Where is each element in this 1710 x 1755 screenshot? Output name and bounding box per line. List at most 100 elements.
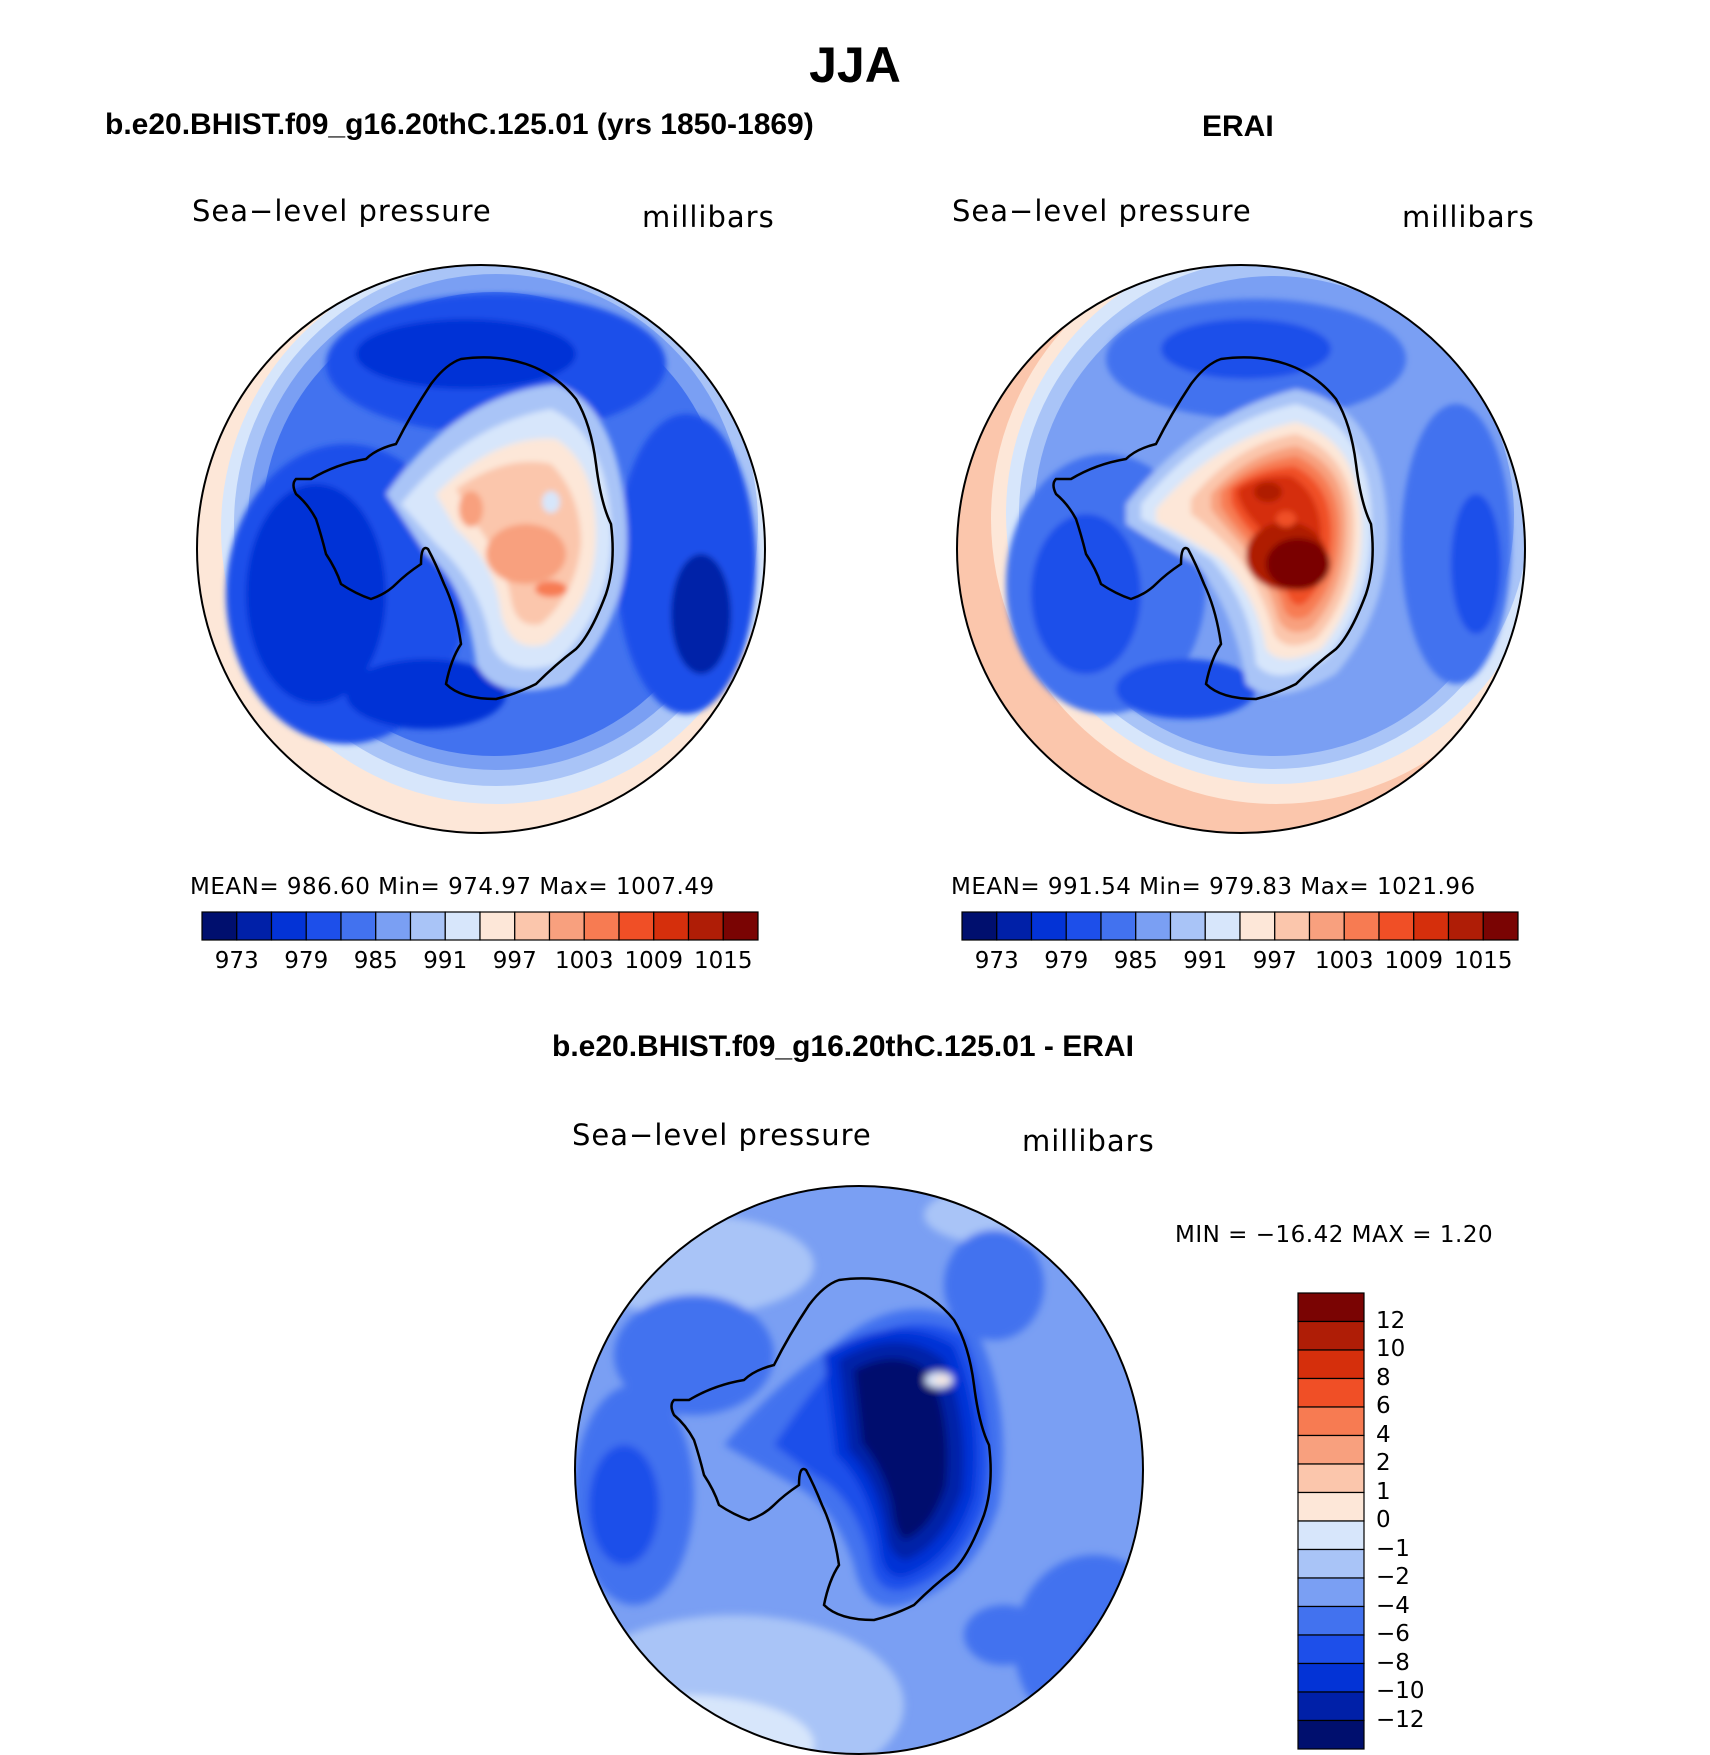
colorbar-swatch xyxy=(479,911,516,941)
colorbar-swatch xyxy=(653,911,690,941)
panel-2-antarctica-coastline xyxy=(1052,356,1374,701)
panel-3-contour-fill xyxy=(575,1186,1143,1754)
colorbar-swatch xyxy=(409,911,446,941)
colorbar-tick-label: 1015 xyxy=(1453,948,1513,974)
colorbar-swatch xyxy=(996,911,1033,941)
colorbar-swatch xyxy=(1239,911,1276,941)
colorbar-tick-label: 1003 xyxy=(1314,948,1374,974)
panel-2-stats: MEAN= 991.54 Min= 979.83 Max= 1021.96 xyxy=(951,874,1476,900)
panel-1-contour-fill xyxy=(197,265,765,833)
colorbar-swatch xyxy=(961,911,998,941)
colorbar-swatch xyxy=(1297,1691,1365,1722)
colorbar-swatch xyxy=(1204,911,1241,941)
colorbar-swatch xyxy=(1135,911,1172,941)
colorbar-tick-label: 985 xyxy=(353,948,398,974)
colorbar-swatch xyxy=(618,911,655,941)
colorbar-swatch xyxy=(1030,911,1067,941)
colorbar-swatch xyxy=(1274,911,1311,941)
colorbar-tick-label: −10 xyxy=(1376,1678,1425,1704)
colorbar-swatch xyxy=(1297,1605,1365,1636)
colorbar-tick-label: −6 xyxy=(1376,1621,1410,1647)
colorbar-swatch xyxy=(1297,1491,1365,1522)
colorbar-tick-label: 991 xyxy=(423,948,468,974)
colorbar-swatch xyxy=(1297,1349,1365,1380)
colorbar-swatch xyxy=(1297,1548,1365,1579)
colorbar-swatch xyxy=(1297,1434,1365,1465)
colorbar-swatch xyxy=(1297,1320,1365,1351)
panel-1-colorbar xyxy=(201,911,759,941)
colorbar-swatch xyxy=(201,911,238,941)
colorbar-tick-label: 979 xyxy=(284,948,329,974)
colorbar-tick-label: 991 xyxy=(1183,948,1228,974)
panel-3-antarctica-coastline xyxy=(670,1277,992,1622)
panel-2-units-label: millibars xyxy=(1402,200,1535,234)
colorbar-swatch xyxy=(340,911,377,941)
panel-3-colorbar xyxy=(1297,1292,1365,1750)
panel-3-polar-map xyxy=(574,1185,1144,1755)
colorbar-tick-label: 997 xyxy=(492,948,537,974)
panel-2-colorbar xyxy=(961,911,1519,941)
colorbar-swatch xyxy=(1169,911,1206,941)
colorbar-tick-label: 1009 xyxy=(1384,948,1444,974)
colorbar-swatch xyxy=(722,911,759,941)
main-title: JJA xyxy=(809,37,901,93)
colorbar-tick-label: 0 xyxy=(1376,1507,1391,1533)
colorbar-swatch xyxy=(687,911,724,941)
panel-1-stats: MEAN= 986.60 Min= 974.97 Max= 1007.49 xyxy=(190,874,715,900)
colorbar-tick-label: 10 xyxy=(1376,1336,1406,1362)
colorbar-swatch xyxy=(1413,911,1450,941)
colorbar-swatch xyxy=(1100,911,1137,941)
colorbar-swatch xyxy=(270,911,307,941)
colorbar-tick-label: 6 xyxy=(1376,1393,1391,1419)
colorbar-swatch xyxy=(548,911,585,941)
panel-2-variable-label: Sea−level pressure xyxy=(952,194,1252,228)
colorbar-swatch xyxy=(1065,911,1102,941)
colorbar-swatch xyxy=(1343,911,1380,941)
panel-1-title: b.e20.BHIST.f09_g16.20thC.125.01 (yrs 18… xyxy=(105,108,814,141)
colorbar-swatch xyxy=(1297,1292,1365,1323)
panel-3-title: b.e20.BHIST.f09_g16.20thC.125.01 - ERAI xyxy=(552,1030,1134,1063)
panel-2-contour-fill xyxy=(957,265,1525,833)
colorbar-tick-label: 8 xyxy=(1376,1364,1391,1391)
colorbar-tick-label: 12 xyxy=(1376,1307,1406,1334)
colorbar-swatch xyxy=(1482,911,1519,941)
panel-1-units-label: millibars xyxy=(642,200,775,234)
colorbar-tick-label: 997 xyxy=(1252,948,1297,974)
panel-3-units-label: millibars xyxy=(1022,1124,1155,1158)
colorbar-swatch xyxy=(1297,1463,1365,1494)
panel-3-stats: MIN = −16.42 MAX = 1.20 xyxy=(1175,1222,1494,1248)
colorbar-swatch xyxy=(444,911,481,941)
colorbar-swatch xyxy=(1297,1577,1365,1608)
colorbar-swatch xyxy=(305,911,342,941)
colorbar-tick-label: 4 xyxy=(1376,1421,1391,1448)
colorbar-tick-label: −12 xyxy=(1376,1706,1425,1733)
colorbar-tick-label: 1015 xyxy=(693,948,753,974)
colorbar-swatch xyxy=(1447,911,1484,941)
colorbar-swatch xyxy=(236,911,273,941)
colorbar-tick-label: 973 xyxy=(974,948,1019,974)
panel-1-variable-label: Sea−level pressure xyxy=(192,194,492,228)
colorbar-tick-label: 985 xyxy=(1113,948,1158,974)
panel-1-antarctica-coastline xyxy=(292,356,614,701)
colorbar-swatch xyxy=(583,911,620,941)
colorbar-tick-label: −1 xyxy=(1376,1535,1410,1562)
panel-2-polar-map xyxy=(956,264,1526,834)
panel-1-polar-map xyxy=(196,264,766,834)
colorbar-tick-label: 1 xyxy=(1376,1478,1391,1505)
colorbar-swatch xyxy=(1297,1406,1365,1437)
colorbar-swatch xyxy=(1297,1634,1365,1665)
colorbar-tick-label: −2 xyxy=(1376,1564,1410,1590)
colorbar-swatch xyxy=(375,911,412,941)
colorbar-swatch xyxy=(1297,1662,1365,1693)
colorbar-swatch xyxy=(514,911,551,941)
colorbar-tick-label: −8 xyxy=(1376,1649,1410,1676)
colorbar-tick-label: 1009 xyxy=(624,948,684,974)
colorbar-swatch xyxy=(1378,911,1415,941)
colorbar-tick-label: 1003 xyxy=(554,948,614,974)
colorbar-tick-label: −4 xyxy=(1376,1592,1410,1619)
colorbar-swatch xyxy=(1297,1377,1365,1408)
colorbar-swatch xyxy=(1297,1719,1365,1750)
colorbar-tick-label: 2 xyxy=(1376,1450,1391,1476)
panel-3-variable-label: Sea−level pressure xyxy=(572,1118,872,1152)
colorbar-swatch xyxy=(1308,911,1345,941)
